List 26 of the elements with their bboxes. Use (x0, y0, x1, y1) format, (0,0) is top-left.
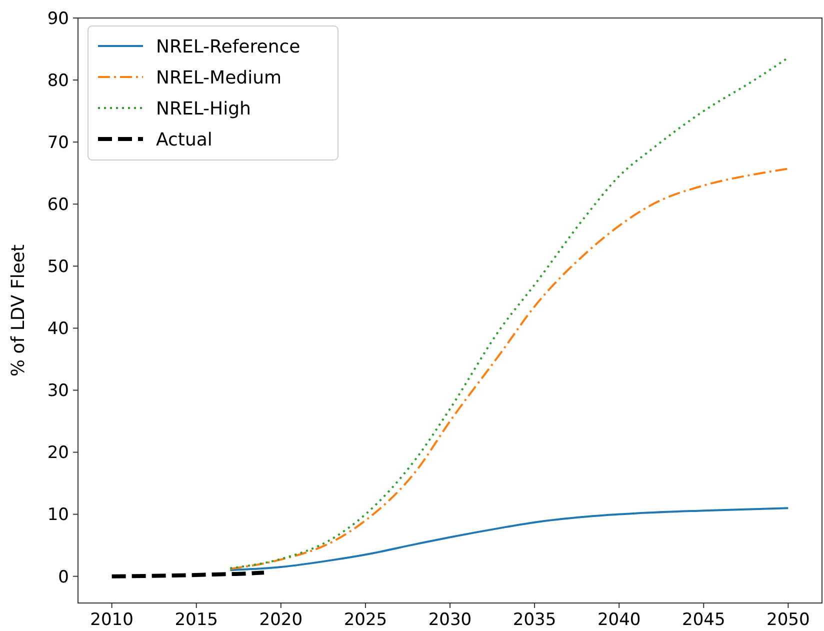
y-tick-label: 30 (47, 381, 69, 402)
y-tick-label: 60 (47, 195, 69, 216)
y-axis-title: % of LDV Fleet (8, 244, 29, 377)
x-tick-label: 2010 (90, 610, 134, 630)
line-series (229, 168, 790, 570)
line-series (229, 507, 790, 572)
x-tick-label: 2035 (512, 610, 556, 630)
y-tick-label: 70 (47, 133, 69, 154)
y-tick-label: 50 (47, 257, 69, 278)
legend-label: Actual (156, 129, 212, 150)
x-tick-label: 2020 (259, 610, 303, 630)
y-tick-label: 0 (58, 567, 69, 588)
y-tick-label: 10 (47, 505, 69, 526)
y-tick-label: 90 (47, 8, 69, 29)
x-tick-label: 2050 (766, 610, 810, 630)
x-tick-label: 2015 (174, 610, 218, 630)
legend-label: NREL-High (156, 98, 251, 120)
y-tick-label: 80 (47, 70, 69, 91)
x-tick-label: 2025 (344, 610, 388, 630)
x-tick-label: 2030 (428, 610, 472, 630)
legend-label: NREL-Medium (156, 67, 282, 88)
x-tick-label: 2040 (597, 610, 641, 630)
y-tick-label: 20 (47, 443, 69, 464)
y-tick-label: 40 (47, 319, 69, 340)
legend-label: NREL-Reference (156, 36, 300, 58)
x-tick-label: 2045 (682, 610, 726, 630)
